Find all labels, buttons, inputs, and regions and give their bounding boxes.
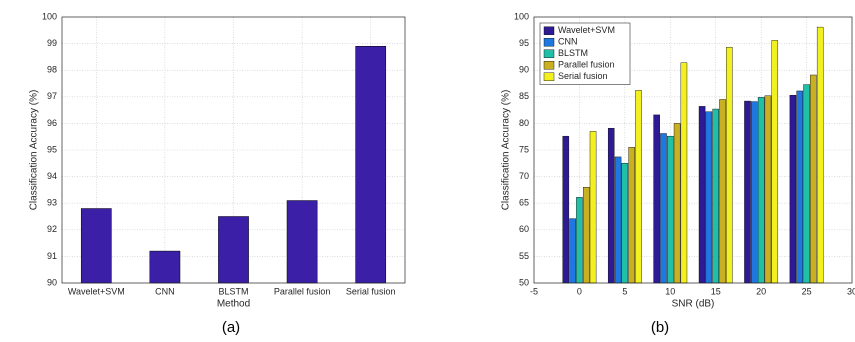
- x-tick-label: -5: [530, 286, 538, 296]
- y-tick-label: 92: [47, 224, 57, 234]
- x-tick-label: 20: [756, 286, 766, 296]
- bar: [607, 127, 615, 284]
- bar: [803, 84, 810, 284]
- bar: [744, 100, 751, 284]
- legend-swatch: [543, 49, 555, 58]
- y-tick-label: 98: [47, 65, 57, 75]
- x-axis-label: SNR (dB): [672, 299, 715, 310]
- y-tick-label: 90: [47, 277, 57, 287]
- x-tick-label: Parallel fusion: [274, 286, 331, 296]
- x-tick-label: BLSTM: [218, 286, 248, 296]
- bar: [771, 40, 779, 284]
- legend-label: Serial fusion: [558, 71, 608, 81]
- y-tick-label: 85: [519, 91, 529, 101]
- x-tick-label: 0: [577, 286, 582, 296]
- bar: [589, 131, 597, 284]
- x-tick-label: Wavelet+SVM: [68, 286, 125, 296]
- bar: [667, 135, 674, 284]
- legend-label: Parallel fusion: [558, 60, 615, 70]
- legend-label: Wavelet+SVM: [558, 25, 615, 35]
- y-tick-label: 95: [47, 144, 57, 154]
- legend-label: CNN: [558, 37, 578, 47]
- y-tick-label: 91: [47, 251, 57, 261]
- y-tick-label: 65: [519, 198, 529, 208]
- legend-swatch: [543, 26, 555, 35]
- y-tick-label: 100: [514, 11, 529, 21]
- bar: [149, 250, 181, 284]
- bar: [680, 62, 688, 284]
- bar: [635, 90, 642, 284]
- legend-swatch: [543, 61, 555, 70]
- panel-label: (b): [651, 319, 669, 336]
- axes-frame: [61, 16, 406, 284]
- y-tick-label: 90: [519, 65, 529, 75]
- y-tick-label: 100: [42, 11, 57, 21]
- x-tick-label: 5: [622, 286, 627, 296]
- bar: [712, 108, 719, 284]
- x-tick-label: 30: [847, 286, 855, 296]
- y-axis-label: Classification Accuracy (%): [501, 90, 512, 211]
- bar: [562, 135, 570, 284]
- y-tick-label: 96: [47, 118, 57, 128]
- legend-label: BLSTM: [558, 48, 588, 58]
- y-tick-label: 95: [519, 38, 529, 48]
- bar: [764, 95, 772, 284]
- bar: [796, 90, 804, 284]
- y-tick-label: 97: [47, 91, 57, 101]
- x-tick-label: 15: [711, 286, 721, 296]
- legend-swatch: [543, 72, 555, 81]
- bar: [816, 26, 824, 284]
- bar: [757, 97, 765, 284]
- y-tick-label: 60: [519, 224, 529, 234]
- y-tick-label: 75: [519, 144, 529, 154]
- x-tick-label: 10: [665, 286, 675, 296]
- legend-box: [539, 22, 631, 85]
- bar: [698, 106, 706, 284]
- panel-label: (a): [222, 319, 240, 336]
- bar: [286, 200, 318, 284]
- bar: [628, 147, 635, 284]
- y-tick-label: 50: [519, 277, 529, 287]
- x-tick-label: Serial fusion: [346, 286, 396, 296]
- bar: [582, 187, 590, 284]
- bar: [576, 197, 583, 284]
- axes-frame: [533, 16, 853, 284]
- legend-swatch: [543, 38, 555, 47]
- bar: [218, 216, 249, 284]
- x-axis-label: Method: [217, 299, 250, 310]
- x-tick-label: 25: [802, 286, 812, 296]
- x-tick-label: CNN: [155, 286, 175, 296]
- y-tick-label: 99: [47, 38, 57, 48]
- y-tick-label: 94: [47, 171, 57, 181]
- bar: [569, 218, 576, 284]
- y-tick-label: 80: [519, 118, 529, 128]
- y-axis-label: Classification Accuracy (%): [29, 90, 40, 211]
- y-tick-label: 93: [47, 198, 57, 208]
- bar: [789, 95, 797, 284]
- bar: [355, 46, 387, 284]
- y-tick-label: 70: [519, 171, 529, 181]
- bar: [705, 111, 713, 284]
- bar: [673, 123, 681, 284]
- bar: [810, 74, 817, 284]
- y-tick-label: 55: [519, 251, 529, 261]
- bar: [660, 133, 667, 284]
- bar: [80, 208, 112, 284]
- bar: [614, 156, 622, 284]
- bar: [719, 99, 726, 284]
- bar: [751, 101, 758, 284]
- bar: [653, 114, 660, 284]
- bar: [726, 47, 733, 284]
- bar: [621, 163, 629, 284]
